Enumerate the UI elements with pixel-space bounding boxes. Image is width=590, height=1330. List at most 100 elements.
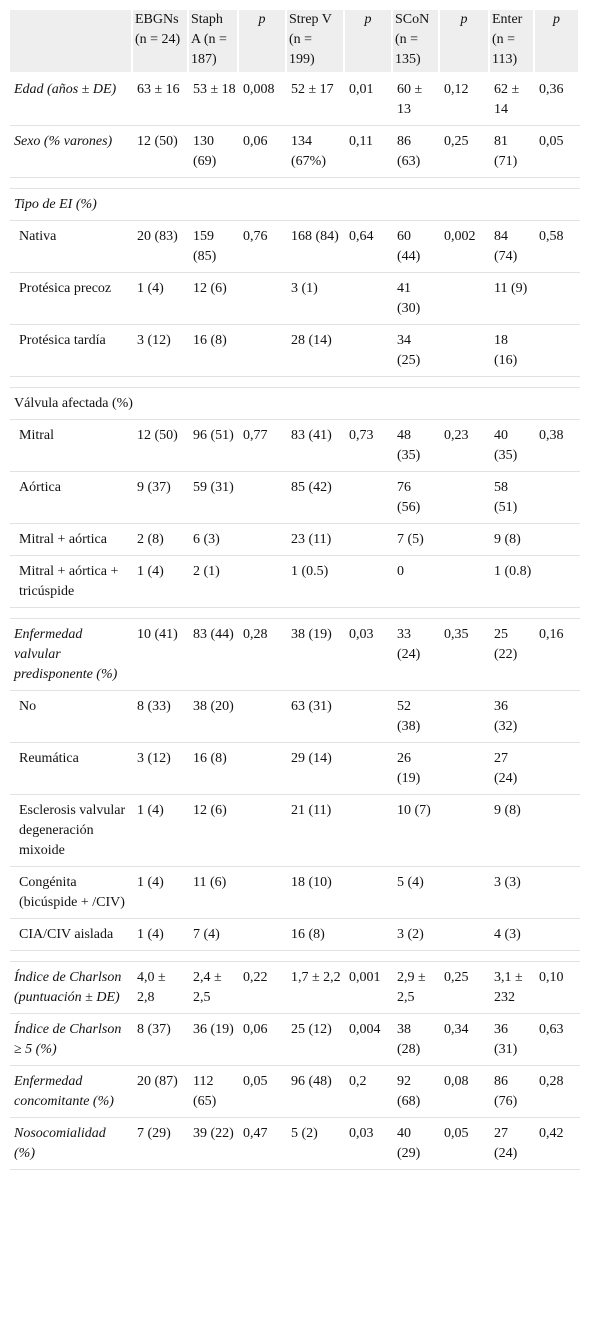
cell: 0,25 (440, 126, 490, 178)
empty-cell (535, 524, 580, 556)
cell: 0,05 (239, 1066, 287, 1118)
empty-cell (535, 273, 580, 325)
row-label: Índice de Charlson (puntuación ± DE) (10, 962, 133, 1014)
empty-cell (345, 867, 393, 919)
cell: 2,4 ± 2,5 (189, 962, 239, 1014)
header-cell: p (440, 10, 490, 74)
header-cell: Staph A (n = 187) (189, 10, 239, 74)
cell: 20 (87) (133, 1066, 189, 1118)
cell: 39 (22) (189, 1118, 239, 1170)
cell: 0,05 (535, 126, 580, 178)
cell: 7 (29) (133, 1118, 189, 1170)
cell: 11 (6) (189, 867, 239, 919)
cell: 40 (29) (393, 1118, 440, 1170)
table-body: Edad (años ± DE) 63 ± 16 53 ± 18 0,008 52 ± … (10, 74, 580, 1170)
data-table: EBGNs (n = 24) Staph A (n = 187) p Strep V … (10, 10, 580, 1170)
cell: 0,73 (345, 420, 393, 472)
cell: 11 (9) (490, 273, 535, 325)
cell: 92 (68) (393, 1066, 440, 1118)
cell: 0,12 (440, 74, 490, 126)
cell: 1 (0.5) (287, 556, 345, 608)
row-label: Nativa (10, 221, 133, 273)
header-cell: EBGNs (n = 24) (133, 10, 189, 74)
row-label: Congénita (bicúspide + /CIV) (10, 867, 133, 919)
cell: 130 (69) (189, 126, 239, 178)
cell: 1 (4) (133, 867, 189, 919)
cell: 9 (8) (490, 524, 535, 556)
table-row: Enfermedad valvular predisponente (%) 10 … (10, 619, 580, 691)
table-row: Reumática 3 (12) 16 (8) 29 (14) 26 (19) 27 (2… (10, 743, 580, 795)
cell: 16 (8) (189, 325, 239, 377)
cell: 0,10 (535, 962, 580, 1014)
cell: 12 (6) (189, 273, 239, 325)
empty-cell (440, 691, 490, 743)
cell: 25 (22) (490, 619, 535, 691)
cell: 18 (16) (490, 325, 535, 377)
row-label: No (10, 691, 133, 743)
cell: 0,25 (440, 962, 490, 1014)
cell: 21 (11) (287, 795, 345, 867)
empty-cell (535, 691, 580, 743)
cell: 53 ± 18 (189, 74, 239, 126)
empty-cell (535, 472, 580, 524)
table-row: Tipo de EI (%) (10, 189, 580, 221)
cell: 81 (71) (490, 126, 535, 178)
cell: 0,11 (345, 126, 393, 178)
cell: 0,03 (345, 619, 393, 691)
table-row: Protésica tardía 3 (12) 16 (8) 28 (14) 34 (2… (10, 325, 580, 377)
empty-cell (440, 325, 490, 377)
row-label: Mitral + aórtica + tricúspide (10, 556, 133, 608)
cell: 58 (51) (490, 472, 535, 524)
table-row: No 8 (33) 38 (20) 63 (31) 52 (38) 36 (32) (10, 691, 580, 743)
table-row: Sexo (% varones) 12 (50) 130 (69) 0,06 134 (… (10, 126, 580, 178)
cell: 0,77 (239, 420, 287, 472)
cell: 9 (8) (490, 795, 535, 867)
cell: 27 (24) (490, 743, 535, 795)
cell: 48 (35) (393, 420, 440, 472)
cell: 52 (38) (393, 691, 440, 743)
cell: 0,05 (440, 1118, 490, 1170)
cell: 38 (28) (393, 1014, 440, 1066)
empty-cell (440, 524, 490, 556)
cell: 3 (1) (287, 273, 345, 325)
empty-cell (239, 325, 287, 377)
cell: 0,42 (535, 1118, 580, 1170)
cell: 8 (33) (133, 691, 189, 743)
cell: 4,0 ± 2,8 (133, 962, 189, 1014)
row-label: Tipo de EI (%) (10, 189, 580, 221)
cell: 168 (84) (287, 221, 345, 273)
spacer-cell (10, 377, 580, 388)
empty-cell (239, 743, 287, 795)
cell: 0,03 (345, 1118, 393, 1170)
cell: 52 ± 17 (287, 74, 345, 126)
row-label: Mitral (10, 420, 133, 472)
row-label: Edad (años ± DE) (10, 74, 133, 126)
row-label: Nosocomialidad (%) (10, 1118, 133, 1170)
table-row: Nativa 20 (83) 159 (85) 0,76 168 (84) 0,64 60 … (10, 221, 580, 273)
cell: 3 (12) (133, 325, 189, 377)
cell: 8 (37) (133, 1014, 189, 1066)
cell: 112 (65) (189, 1066, 239, 1118)
table-row: Índice de Charlson (puntuación ± DE) 4,0 … (10, 962, 580, 1014)
empty-cell (239, 472, 287, 524)
header-row: EBGNs (n = 24) Staph A (n = 187) p Strep V … (10, 10, 580, 74)
cell: 0,002 (440, 221, 490, 273)
cell: 63 (31) (287, 691, 345, 743)
header-cell: p (535, 10, 580, 74)
cell: 18 (10) (287, 867, 345, 919)
cell: 34 (25) (393, 325, 440, 377)
cell: 38 (20) (189, 691, 239, 743)
cell: 0,36 (535, 74, 580, 126)
cell: 0,28 (535, 1066, 580, 1118)
cell: 0,22 (239, 962, 287, 1014)
cell: 23 (11) (287, 524, 345, 556)
cell: 29 (14) (287, 743, 345, 795)
cell: 20 (83) (133, 221, 189, 273)
cell: 9 (37) (133, 472, 189, 524)
empty-cell (345, 795, 393, 867)
cell: 0,06 (239, 126, 287, 178)
row-label: Válvula afectada (%) (10, 388, 580, 420)
empty-cell (440, 472, 490, 524)
cell: 83 (44) (189, 619, 239, 691)
